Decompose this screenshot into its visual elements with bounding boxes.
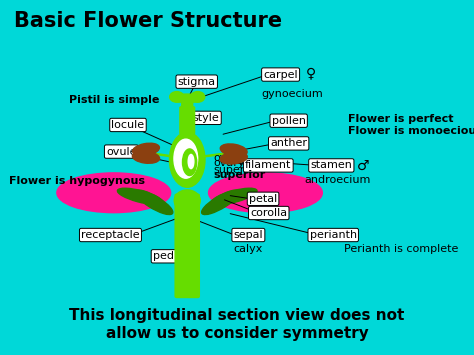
Ellipse shape [201, 190, 239, 214]
Text: superior: superior [213, 165, 259, 175]
Text: androecium: androecium [304, 175, 371, 185]
Text: petal: petal [249, 194, 277, 204]
Text: locule: locule [111, 120, 145, 130]
Text: gynoecium: gynoecium [262, 89, 323, 99]
Text: calyx: calyx [234, 244, 263, 253]
Ellipse shape [191, 92, 205, 102]
Ellipse shape [172, 94, 202, 103]
Ellipse shape [220, 152, 247, 164]
Text: Basic Flower Structure: Basic Flower Structure [14, 11, 283, 31]
Ellipse shape [209, 173, 322, 213]
Text: ovule: ovule [106, 147, 137, 157]
Ellipse shape [174, 139, 198, 178]
Text: stigma: stigma [178, 77, 216, 87]
Ellipse shape [135, 190, 173, 214]
Text: pollen: pollen [272, 116, 306, 126]
Ellipse shape [170, 92, 184, 102]
Ellipse shape [133, 143, 159, 156]
Text: stamen: stamen [310, 160, 352, 170]
Ellipse shape [212, 188, 257, 204]
Text: anther: anther [270, 138, 307, 148]
Text: Flower is hypogynous: Flower is hypogynous [9, 176, 146, 186]
Text: ovary: ovary [213, 158, 245, 168]
Text: Pistil is simple: Pistil is simple [69, 95, 159, 105]
Text: sepal: sepal [234, 230, 263, 240]
Ellipse shape [181, 129, 193, 136]
Text: style: style [193, 113, 219, 123]
Ellipse shape [170, 132, 205, 187]
Text: receptacle: receptacle [81, 230, 140, 240]
FancyBboxPatch shape [179, 106, 195, 135]
FancyBboxPatch shape [181, 100, 193, 109]
Ellipse shape [182, 149, 197, 175]
Text: pedicel: pedicel [153, 251, 193, 261]
Text: ♀: ♀ [306, 66, 316, 81]
Text: Flower is perfect
Flower is monoecious: Flower is perfect Flower is monoecious [348, 114, 474, 136]
Text: corolla: corolla [250, 208, 287, 218]
Text: Perianth is complete: Perianth is complete [344, 244, 458, 253]
Text: ovary: ovary [213, 153, 245, 163]
Text: This longitudinal section view does not
allow us to consider symmetry: This longitudinal section view does not … [69, 308, 405, 341]
Text: filament: filament [245, 160, 292, 170]
Ellipse shape [57, 173, 171, 213]
Ellipse shape [220, 144, 247, 157]
Text: carpel: carpel [263, 70, 298, 80]
Ellipse shape [132, 151, 160, 163]
Ellipse shape [118, 188, 162, 204]
Text: perianth: perianth [310, 230, 357, 240]
FancyBboxPatch shape [174, 193, 200, 298]
Text: ♂: ♂ [356, 158, 369, 173]
Ellipse shape [174, 190, 200, 211]
Text: superior: superior [213, 170, 265, 180]
Ellipse shape [188, 154, 194, 169]
